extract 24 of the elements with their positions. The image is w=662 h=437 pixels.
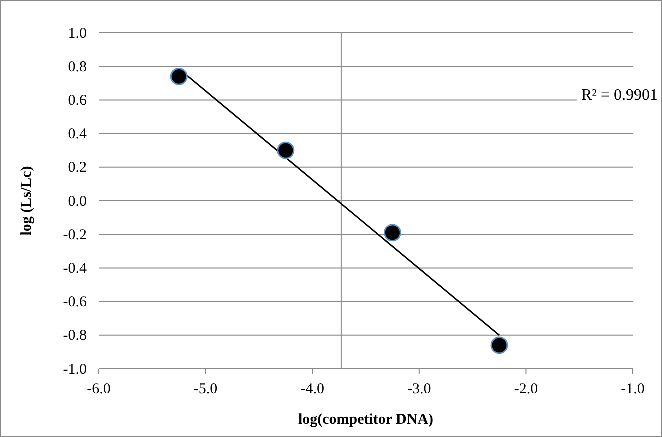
y-axis-title: log (Ls/Lc) (19, 166, 35, 236)
y-tick-label: 1.0 (68, 26, 87, 42)
y-tick-label: 0.6 (68, 93, 88, 109)
y-tick-label: -0.4 (63, 261, 88, 277)
y-tick-label: 0.2 (68, 160, 87, 176)
point (384, 224, 402, 242)
point (277, 142, 295, 160)
y-tick-label: 0.8 (68, 59, 87, 76)
y-tick-label: -0.2 (63, 227, 87, 244)
x-tick-label: -2.0 (514, 382, 538, 398)
x-tick-label: -1.0 (621, 382, 645, 398)
x-tick-label: -3.0 (408, 382, 432, 398)
point (490, 336, 508, 354)
point (170, 68, 188, 86)
x-tick-label: -5.0 (194, 382, 218, 398)
y-tick-label: -0.8 (63, 328, 87, 344)
annotation: R² = 0.9901 (582, 87, 658, 104)
x-tick-label: -4.0 (300, 382, 324, 398)
y-tick-label: 0.4 (68, 126, 88, 143)
y-tick-label: 0.0 (68, 194, 87, 210)
x-axis-title: log(competitor DNA) (298, 412, 434, 428)
x-tick-label: -6.0 (87, 382, 111, 398)
y-tick-label: -0.6 (63, 294, 88, 311)
y-tick-label: -1.0 (63, 362, 87, 378)
